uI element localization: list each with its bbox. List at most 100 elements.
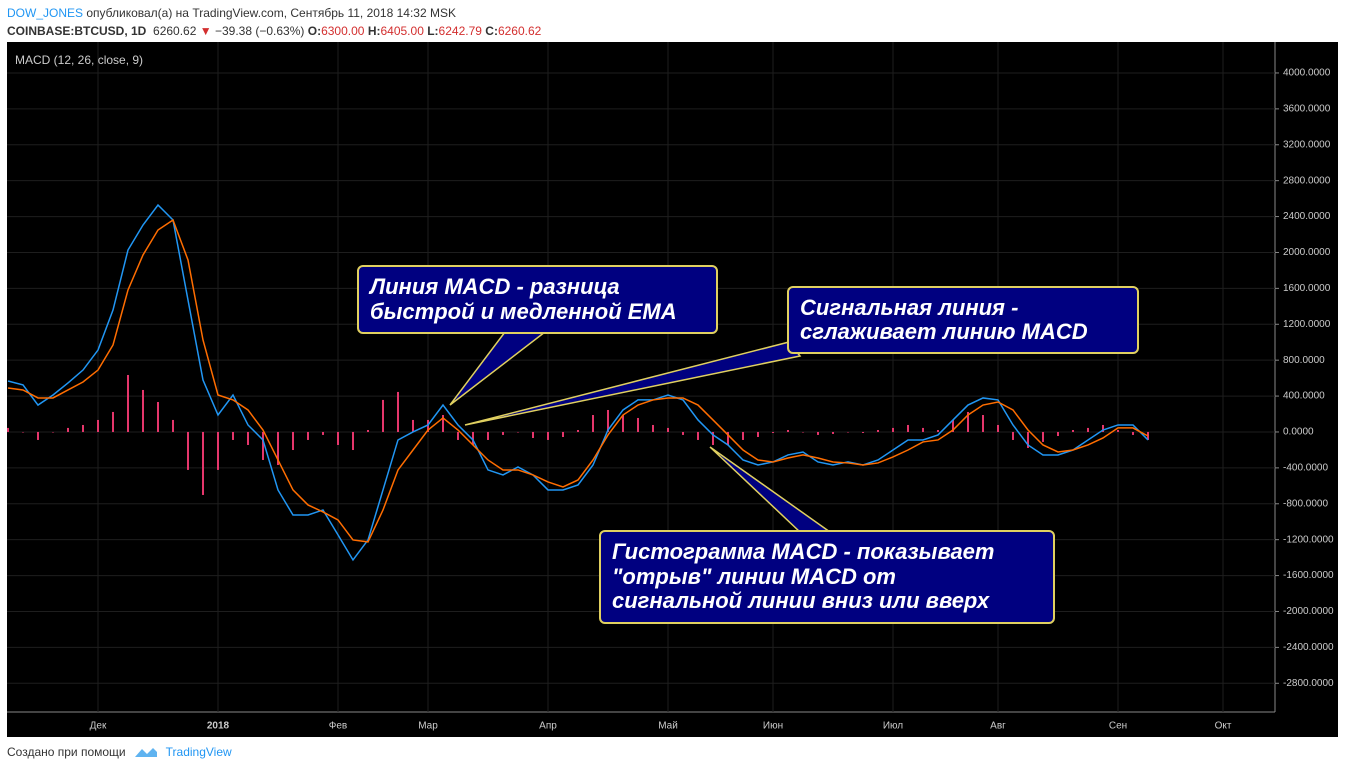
histogram-bar [562, 431, 564, 437]
histogram-bar [412, 419, 414, 432]
histogram-bar [742, 431, 744, 440]
y-tick-label: 400.0000 [1283, 391, 1325, 402]
histogram-bar [907, 424, 909, 432]
histogram-bar [337, 431, 339, 445]
x-tick-label: Мар [418, 721, 438, 732]
histogram-bar [937, 429, 939, 432]
histogram-bar [787, 429, 789, 432]
histogram-bar [832, 431, 834, 434]
histogram-bar [682, 431, 684, 435]
logo [134, 748, 157, 757]
histogram-bar [577, 429, 579, 432]
histogram-bar [922, 427, 924, 432]
histogram-bar [667, 427, 669, 432]
histogram-bar [382, 399, 384, 432]
low: 6242.79 [438, 24, 482, 38]
histogram-bar [262, 431, 264, 460]
histogram-bar [487, 431, 489, 440]
price: 6260.62 [153, 24, 197, 38]
y-tick-label: -1600.0000 [1283, 570, 1334, 581]
histogram-bar [982, 415, 984, 432]
y-tick-label: 2000.0000 [1283, 247, 1331, 258]
histogram-bar [952, 419, 954, 432]
histogram-bar [202, 431, 204, 495]
callout-pointer [709, 446, 833, 533]
callout-text: Сигнальная линия - [800, 295, 1018, 320]
histogram-bar [217, 431, 219, 470]
o-label: O: [307, 24, 322, 38]
histogram-bar [502, 431, 504, 435]
brand[interactable]: TradingView [165, 745, 232, 759]
histogram-bar [1132, 431, 1134, 435]
line-series [7, 203, 1149, 562]
line-series [7, 218, 1149, 543]
made-with: Создано при помощи [7, 745, 126, 759]
header-line-2: COINBASE:BTCUSD, 1D 6260.62 ▼ −39.38 (−0… [7, 22, 541, 40]
histogram-bar [892, 427, 894, 432]
histogram-bar [232, 431, 234, 440]
histogram-bar [517, 431, 519, 433]
open: 6300.00 [321, 24, 365, 38]
histogram-bar [817, 431, 819, 435]
histogram-bar [157, 401, 159, 432]
callout-box [787, 286, 1139, 354]
x-tick-label: Апр [539, 721, 557, 732]
histogram-bar [142, 389, 144, 432]
y-tick-label: 1600.0000 [1283, 283, 1331, 294]
c-label: C: [485, 24, 498, 38]
histogram-bar [802, 431, 804, 433]
histogram-bar [352, 431, 354, 451]
histogram-bar [367, 429, 369, 432]
indicator-title: MACD (12, 26, close, 9) [15, 53, 143, 67]
histogram-bar [7, 427, 9, 432]
histogram-bar [637, 417, 639, 432]
histogram-bar [532, 431, 534, 438]
x-tick-label: Дек [90, 721, 107, 732]
histogram-bar [97, 419, 99, 432]
grid [7, 42, 1275, 712]
histogram-bar [862, 431, 864, 433]
y-tick-label: -400.0000 [1283, 463, 1328, 474]
histogram-bar [247, 431, 249, 445]
histogram-bar [1102, 424, 1104, 432]
x-tick-label: Фев [329, 721, 347, 732]
x-tick-label: Авг [990, 721, 1006, 732]
annotations: Линия MACD - разница быстрой и медленной… [357, 265, 1139, 624]
callout-text: "отрыв" линии MACD от [612, 564, 896, 589]
histogram-bar [1117, 429, 1119, 432]
close: 6260.62 [497, 24, 542, 38]
header: DOW_JONES опубликовал(а) на TradingView.… [7, 4, 541, 40]
callout-box [599, 530, 1055, 624]
histogram-bar [772, 431, 774, 433]
histogram-bar [37, 431, 39, 440]
callout-text: сглаживает линию MACD [800, 319, 1088, 344]
y-tick-label: 3600.0000 [1283, 104, 1331, 115]
histogram-bar [292, 431, 294, 451]
callout-pointer [449, 331, 548, 406]
high: 6405.00 [380, 24, 424, 38]
author[interactable]: DOW_JONES [7, 6, 84, 20]
callout-pointer [464, 341, 802, 426]
histogram-bar [757, 431, 759, 437]
down-arrow: ▼ [199, 24, 212, 38]
histogram-bar [322, 431, 324, 435]
histogram-bar [67, 427, 69, 432]
l-label: L: [427, 24, 439, 38]
histogram-bar [472, 431, 474, 445]
chart-background [7, 42, 1338, 737]
symbol: COINBASE:BTCUSD, 1D [7, 24, 147, 38]
y-tick-label: -1200.0000 [1283, 534, 1334, 545]
histogram-bar [277, 431, 279, 466]
histogram-bar [727, 431, 729, 445]
histogram-bar [427, 419, 429, 432]
histogram-bar [1042, 431, 1044, 442]
histogram-bar [547, 431, 549, 440]
header-line-1: DOW_JONES опубликовал(а) на TradingView.… [7, 4, 541, 22]
y-tick-label: 1200.0000 [1283, 319, 1331, 330]
change: −39.38 (−0.63%) [214, 24, 305, 38]
histogram-bar [1057, 431, 1059, 437]
histogram-bar [307, 431, 309, 440]
x-tick-label: 2018 [207, 721, 230, 732]
histogram-bar [847, 431, 849, 433]
histogram-bar [622, 415, 624, 432]
